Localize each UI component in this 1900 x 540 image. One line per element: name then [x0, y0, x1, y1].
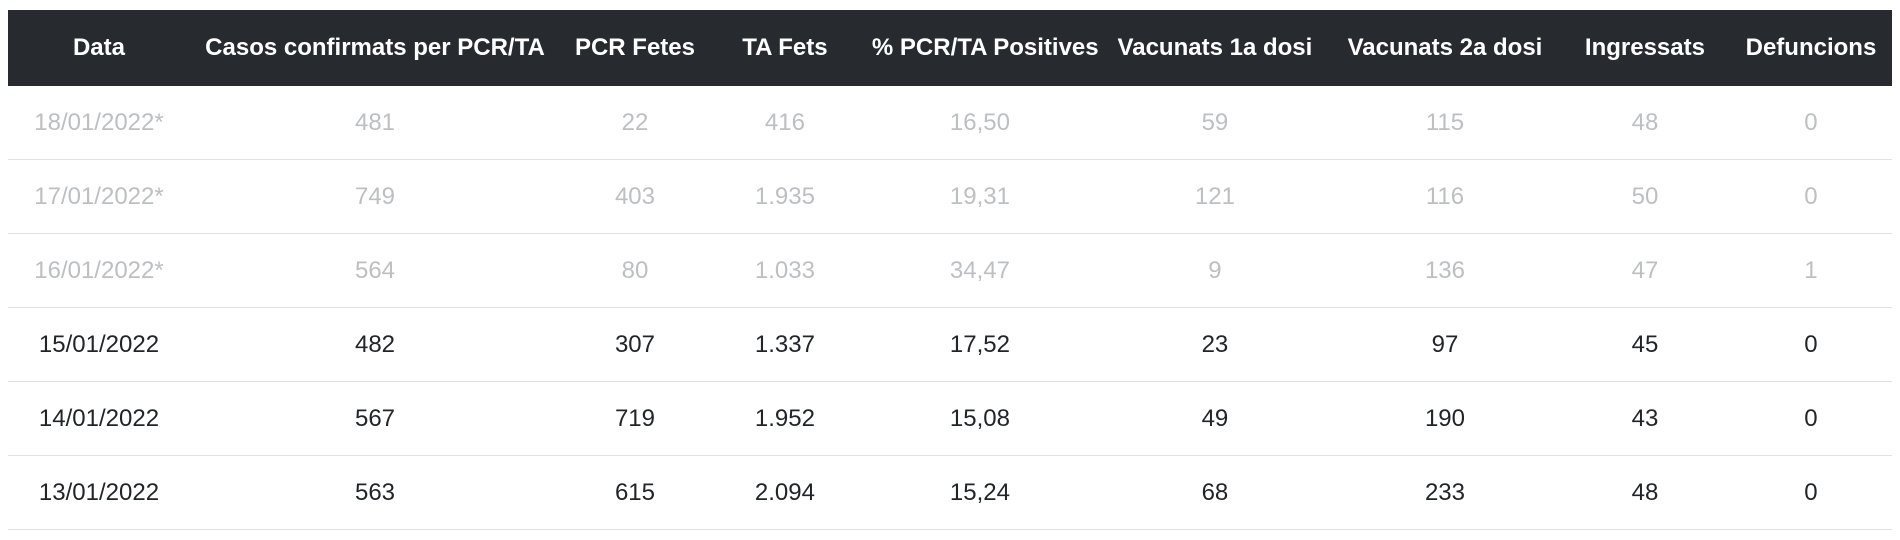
cell-pct: 15,08	[859, 381, 1100, 456]
cell-vac2: 115	[1329, 86, 1560, 160]
column-header-ta-fets: TA Fets	[709, 10, 860, 86]
cell-pct: 17,52	[859, 307, 1100, 382]
cell-defuncions: 1	[1729, 233, 1892, 308]
cell-pcr-fetes: 615	[560, 455, 710, 530]
cell-ta-fets: 2.094	[709, 455, 860, 530]
cell-ingressats: 48	[1559, 86, 1730, 160]
cell-vac2: 136	[1329, 233, 1560, 308]
cell-data: 13/01/2022	[8, 455, 190, 530]
cell-defuncions: 0	[1729, 455, 1892, 530]
table-header-row: Data Casos confirmats per PCR/TA PCR Fetes…	[8, 10, 1892, 86]
cell-ingressats: 43	[1559, 381, 1730, 456]
cell-ta-fets: 1.033	[709, 233, 860, 308]
table-body: 18/01/2022* 481 22 416 16,50 59 115 48 0 17/01/20…	[8, 86, 1892, 530]
cell-vac2: 116	[1329, 159, 1560, 234]
column-header-pct: % PCR/TA Positives	[859, 10, 1100, 86]
column-header-vac2: Vacunats 2a dosi	[1329, 10, 1560, 86]
cell-casos: 481	[189, 86, 560, 160]
cell-casos: 564	[189, 233, 560, 308]
cell-ta-fets: 1.935	[709, 159, 860, 234]
cell-data: 17/01/2022*	[8, 159, 190, 234]
cell-vac2: 233	[1329, 455, 1560, 530]
cell-vac1: 23	[1099, 307, 1330, 382]
cell-vac2: 97	[1329, 307, 1560, 382]
column-header-vac1: Vacunats 1a dosi	[1099, 10, 1330, 86]
cell-pct: 19,31	[859, 159, 1100, 234]
table-row: 16/01/2022* 564 80 1.033 34,47 9 136 47 1	[8, 233, 1892, 308]
cell-pct: 16,50	[859, 86, 1100, 160]
table-row: 18/01/2022* 481 22 416 16,50 59 115 48 0	[8, 86, 1892, 160]
table-row: 17/01/2022* 749 403 1.935 19,31 121 116 50 0	[8, 159, 1892, 234]
table-row: 13/01/2022 563 615 2.094 15,24 68 233 48 0	[8, 455, 1892, 530]
cell-pct: 34,47	[859, 233, 1100, 308]
cell-vac1: 49	[1099, 381, 1330, 456]
cell-defuncions: 0	[1729, 159, 1892, 234]
cell-casos: 567	[189, 381, 560, 456]
cell-defuncions: 0	[1729, 86, 1892, 160]
cell-vac2: 190	[1329, 381, 1560, 456]
cell-pcr-fetes: 22	[560, 86, 710, 160]
cell-ta-fets: 416	[709, 86, 860, 160]
cell-vac1: 59	[1099, 86, 1330, 160]
column-header-casos: Casos confirmats per PCR/TA	[189, 10, 560, 86]
column-header-pcr-fetes: PCR Fetes	[560, 10, 710, 86]
cell-casos: 749	[189, 159, 560, 234]
cell-ingressats: 47	[1559, 233, 1730, 308]
column-header-defuncions: Defuncions	[1729, 10, 1892, 86]
cell-ingressats: 45	[1559, 307, 1730, 382]
cell-pcr-fetes: 403	[560, 159, 710, 234]
column-header-data: Data	[8, 10, 190, 86]
covid-stats-table: Data Casos confirmats per PCR/TA PCR Fetes…	[8, 10, 1892, 530]
cell-data: 18/01/2022*	[8, 86, 190, 160]
cell-pct: 15,24	[859, 455, 1100, 530]
cell-ingressats: 48	[1559, 455, 1730, 530]
cell-casos: 563	[189, 455, 560, 530]
cell-vac1: 121	[1099, 159, 1330, 234]
table-row: 15/01/2022 482 307 1.337 17,52 23 97 45 0	[8, 307, 1892, 382]
cell-ingressats: 50	[1559, 159, 1730, 234]
cell-vac1: 9	[1099, 233, 1330, 308]
column-header-ingressats: Ingressats	[1559, 10, 1730, 86]
cell-data: 15/01/2022	[8, 307, 190, 382]
cell-pcr-fetes: 80	[560, 233, 710, 308]
cell-pcr-fetes: 719	[560, 381, 710, 456]
cell-pcr-fetes: 307	[560, 307, 710, 382]
table-header: Data Casos confirmats per PCR/TA PCR Fetes…	[8, 10, 1892, 86]
cell-ta-fets: 1.337	[709, 307, 860, 382]
cell-data: 14/01/2022	[8, 381, 190, 456]
cell-data: 16/01/2022*	[8, 233, 190, 308]
table-row: 14/01/2022 567 719 1.952 15,08 49 190 43 0	[8, 381, 1892, 456]
cell-vac1: 68	[1099, 455, 1330, 530]
cell-ta-fets: 1.952	[709, 381, 860, 456]
cell-casos: 482	[189, 307, 560, 382]
cell-defuncions: 0	[1729, 307, 1892, 382]
covid-stats-table-container: Data Casos confirmats per PCR/TA PCR Fetes…	[8, 10, 1892, 530]
cell-defuncions: 0	[1729, 381, 1892, 456]
